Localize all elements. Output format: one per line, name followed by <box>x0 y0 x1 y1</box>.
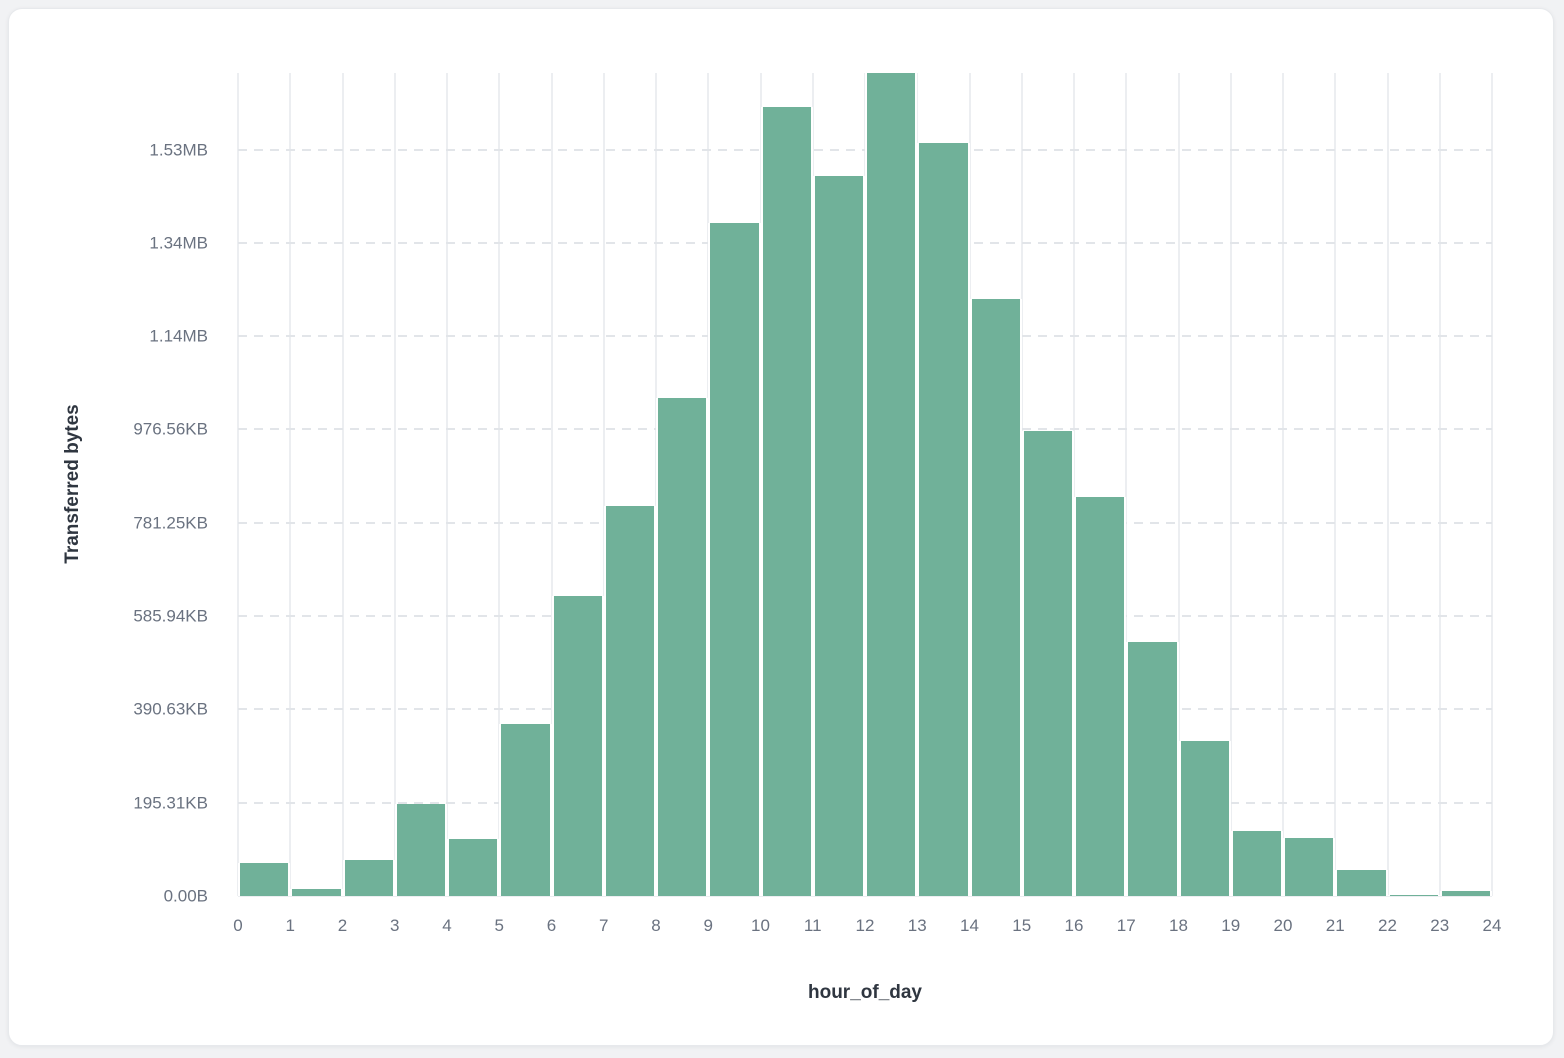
v-gridline <box>498 73 501 896</box>
x-tick-label: 23 <box>1430 916 1450 935</box>
chart-card: Transferred bytes 0.00B 195.31KB 390.63KB 5… <box>8 8 1554 1046</box>
histogram-bar[interactable] <box>1126 641 1179 896</box>
v-gridline <box>1177 73 1180 896</box>
v-gridline <box>1229 73 1232 896</box>
v-gridline <box>1334 73 1337 896</box>
x-tick-label: 18 <box>1169 916 1188 935</box>
histogram-bar[interactable] <box>1335 870 1388 896</box>
y-tick-label: 195.31KB <box>133 793 208 813</box>
x-tick-label: 17 <box>1116 916 1136 935</box>
x-tick-label: 5 <box>494 916 504 935</box>
histogram-bars <box>238 73 1492 896</box>
x-tick-label: 4 <box>442 916 452 935</box>
x-tick-label: 8 <box>651 916 661 935</box>
x-tick-label: 7 <box>599 916 609 935</box>
histogram-bar[interactable] <box>1387 895 1440 896</box>
y-tick-label: 1.14MB <box>149 326 208 346</box>
x-tick-label: 11 <box>803 916 822 935</box>
x-tick-label: 10 <box>751 916 770 935</box>
histogram-bar[interactable] <box>394 804 447 896</box>
histogram-bar[interactable] <box>917 142 970 896</box>
x-tick-label: 22 <box>1378 916 1397 935</box>
histogram-bar[interactable] <box>760 107 813 896</box>
x-tick-label: 12 <box>855 916 875 935</box>
y-axis-tick-labels: 0.00B 195.31KB 390.63KB 585.94KB 781.25KB 976… <box>9 73 219 904</box>
histogram-bar[interactable] <box>708 222 761 896</box>
x-tick-label: 20 <box>1273 916 1293 935</box>
v-gridline <box>446 73 448 896</box>
v-gridline <box>1282 73 1284 896</box>
y-tick-label: 781.25KB <box>133 513 208 533</box>
histogram-bar[interactable] <box>290 889 343 896</box>
x-axis-tick-labels: 0 1 2 3 4 5 6 7 8 9 10 11 12 13 14 15 16 17 18 19 20 21 22 23 24 <box>233 915 1501 937</box>
v-gridline <box>393 73 396 896</box>
x-tick-label: 15 <box>1012 916 1032 935</box>
histogram-bar[interactable] <box>1021 431 1074 896</box>
histogram-bar[interactable] <box>342 859 395 896</box>
histogram-bar[interactable] <box>865 73 918 896</box>
v-gridline <box>289 73 292 896</box>
y-tick-label: 0.00B <box>163 886 208 906</box>
v-gridline <box>1386 73 1389 896</box>
x-tick-label: 14 <box>960 916 979 935</box>
x-tick-label: 0 <box>233 916 243 935</box>
histogram-bar[interactable] <box>969 298 1022 896</box>
histogram-bar[interactable] <box>551 596 604 896</box>
histogram-bar[interactable] <box>499 724 552 896</box>
histogram-bar[interactable] <box>1439 890 1492 896</box>
x-tick-label: 6 <box>546 916 557 935</box>
x-tick-label: 9 <box>703 916 713 935</box>
v-gridline <box>1491 73 1493 896</box>
x-axis-title: hour_of_day <box>807 982 923 1003</box>
y-tick-label: 1.34MB <box>149 233 208 253</box>
histogram-bar[interactable] <box>812 175 865 896</box>
histogram-bar[interactable] <box>603 505 656 896</box>
histogram-bar[interactable] <box>656 397 709 896</box>
x-tick-label: 13 <box>907 916 927 935</box>
histogram-bar[interactable] <box>1074 497 1127 896</box>
x-tick-label: 3 <box>390 916 400 935</box>
y-tick-label: 1.53MB <box>149 140 208 160</box>
v-gridline <box>602 73 605 896</box>
x-tick-label: 1 <box>285 916 295 935</box>
histogram-bar[interactable] <box>1283 838 1336 896</box>
x-tick-label: 2 <box>337 916 348 935</box>
x-tick-label: 24 <box>1482 916 1502 935</box>
y-tick-label: 976.56KB <box>133 419 208 439</box>
plot-area <box>237 73 1493 897</box>
histogram-bar[interactable] <box>447 838 500 896</box>
y-tick-label: 585.94KB <box>133 606 208 626</box>
x-tick-label: 16 <box>1064 916 1084 935</box>
histogram-bar[interactable] <box>1178 741 1231 896</box>
v-gridline <box>1125 73 1128 896</box>
v-gridline <box>1073 73 1075 896</box>
y-tick-label: 390.63KB <box>133 699 208 719</box>
x-axis-baseline <box>238 896 1492 897</box>
x-tick-label: 21 <box>1325 916 1345 935</box>
histogram-bar[interactable] <box>1230 831 1283 896</box>
x-tick-label: 19 <box>1221 916 1241 935</box>
histogram-bar[interactable] <box>238 862 291 896</box>
v-gridline <box>1438 73 1441 896</box>
v-gridline <box>237 73 239 896</box>
v-gridline <box>341 73 344 896</box>
v-gridline <box>550 73 553 896</box>
